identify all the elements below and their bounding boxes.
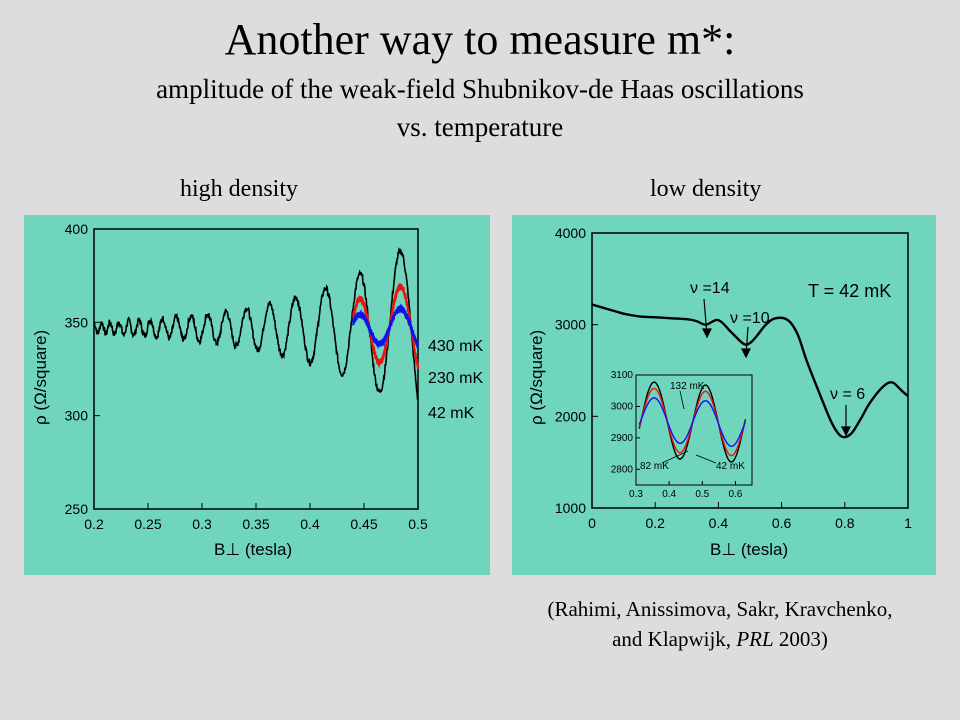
slide-subtitle: amplitude of the weak-field Shubnikov-de… [60,70,900,146]
right-x-tick-label-4: 0.8 [835,515,855,531]
right-y-tick-label-1: 2000 [555,408,586,424]
inset-leader-42 [695,454,717,464]
low-density-label: low density [650,176,762,202]
left-trace-230mk [352,283,419,370]
inset-traces [638,381,747,463]
high-density-label: high density [180,176,298,202]
left-x-tick-label-1: 0.25 [134,516,161,532]
inset-y-tick-label-2: 3000 [611,401,634,412]
inset-axis-ticks: 0.3 0.4 0.5 0.6 2800 2900 3000 3100 [611,370,743,500]
right-y-tick-label-3: 4000 [555,225,586,241]
left-x-tick-label-6: 0.5 [408,516,428,532]
low-density-chart: 0 0.2 0.4 0.6 0.8 1 1000 2000 3000 4000 B⊥ (tesla… [512,215,936,575]
right-plot-frame [591,232,909,509]
left-traces [93,246,419,401]
right-y-tick-label-2: 3000 [555,317,586,333]
inset-label-leaders [661,390,717,464]
citation-line-1: (Rahimi, Anissimova, Sakr, Kravchenko, [547,597,893,621]
right-x-tick-label-5: 1 [904,515,912,531]
nu-markers [702,298,851,437]
left-x-tick-label-0: 0.2 [84,516,104,532]
left-x-tick-label-3: 0.35 [242,516,269,532]
right-y-tick-label-0: 1000 [555,500,586,516]
right-traces [591,303,909,439]
inset-label-82mk: 82 mK [640,461,669,472]
subtitle-line-1: amplitude of the weak-field Shubnikov-de… [156,74,804,104]
right-x-tick-label-2: 0.4 [709,515,729,531]
inset-x-tick-label-3: 0.6 [728,489,742,500]
label-230mk: 230 mK [428,370,483,387]
inset-label-42mk: 42 mK [716,461,745,472]
nu-10-label: ν =10 [730,310,770,327]
label-42mk: 42 mK [428,405,475,422]
right-x-tick-label-3: 0.6 [772,515,792,531]
left-y-axis-title: ρ (Ω/square) [31,330,50,425]
left-x-axis-title: B⊥ (tesla) [214,540,292,559]
left-x-tick-label-4: 0.4 [300,516,320,532]
nu-6-label: ν = 6 [830,386,865,403]
right-trace-42mk [591,303,909,439]
inset-trace-132mk [638,397,747,447]
nu-6-arrowhead [841,426,851,437]
left-y-tick-label-2: 350 [65,314,89,330]
left-trace-430mk [352,303,419,350]
left-x-tick-label-2: 0.3 [192,516,212,532]
inset-x-tick-label-2: 0.5 [695,489,709,500]
inset-leader-132 [679,390,685,410]
slide-title: Another way to measure m*: [224,15,736,64]
inset-x-tick-label-0: 0.3 [629,489,643,500]
inset-y-tick-label-3: 3100 [611,370,634,381]
left-x-tick-label-5: 0.45 [350,516,377,532]
left-y-tick-label-1: 300 [65,408,89,424]
label-430mk: 430 mK [428,338,483,355]
left-y-tick-label-0: 250 [65,501,89,517]
nu-14-label: ν =14 [690,280,730,297]
citation-journal: PRL [736,627,774,651]
nu-10-arrowhead [741,348,751,359]
high-density-chart: 0.2 0.25 0.3 0.35 0.4 0.45 0.5 250 300 350 400 B⊥ … [24,215,490,575]
left-trace-42mk [93,246,419,401]
left-axis-ticks: 0.2 0.25 0.3 0.35 0.4 0.45 0.5 250 300 350 400 [65,221,428,532]
citation: (Rahimi, Anissimova, Sakr, Kravchenko, a… [500,594,940,654]
right-x-tick-label-0: 0 [588,515,596,531]
inset-x-tick-label-1: 0.4 [662,489,676,500]
citation-authors-end: and Klapwijk, [612,627,737,651]
subtitle-line-2: vs. temperature [396,112,564,142]
inset-y-tick-label-1: 2900 [611,433,634,444]
inset-frame [635,374,753,486]
temperature-label: T = 42 mK [808,281,891,301]
inset-label-132mk: 132 mK [670,381,705,392]
nu-14-arrowhead [702,328,712,339]
left-panel-background [24,215,490,575]
inset-background [636,375,752,485]
right-axis-ticks: 0 0.2 0.4 0.6 0.8 1 1000 2000 3000 4000 [555,225,912,531]
right-x-tick-label-1: 0.2 [645,515,665,531]
right-y-axis-title: ρ (Ω/square) [527,330,546,425]
citation-year: 2003) [773,627,828,651]
inset-leader-82 [661,450,689,464]
right-x-axis-title: B⊥ (tesla) [710,540,788,559]
inset-y-tick-label-0: 2800 [611,464,634,475]
left-y-tick-label-3: 400 [65,221,89,237]
